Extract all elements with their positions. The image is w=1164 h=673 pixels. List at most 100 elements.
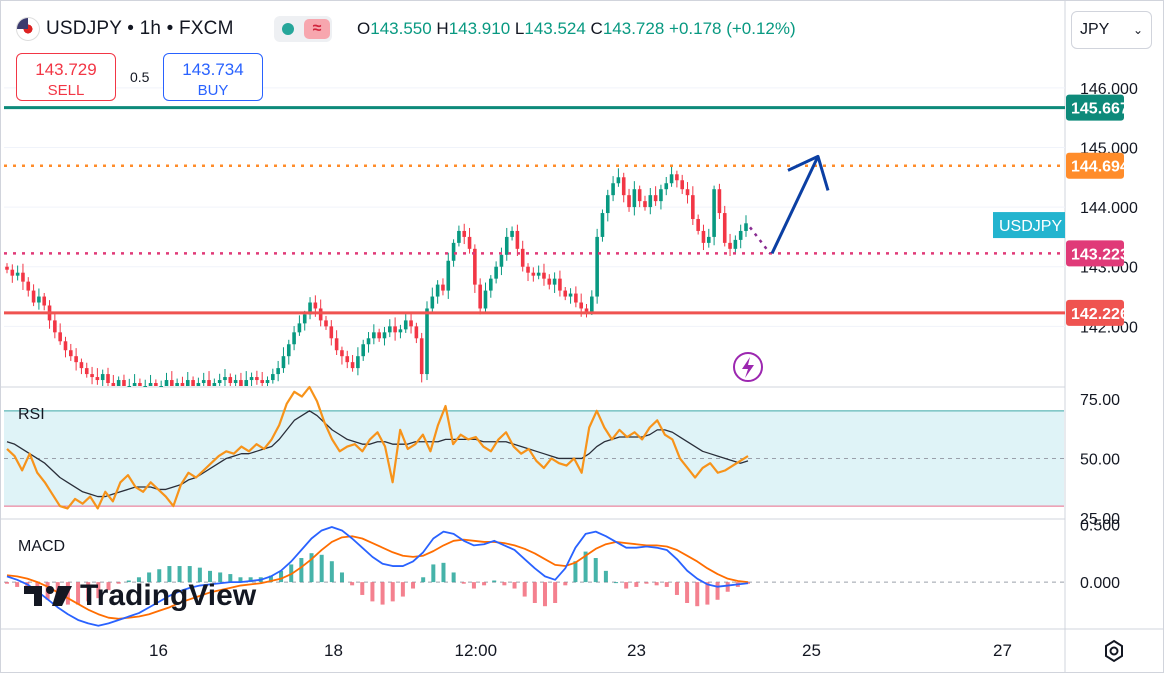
candle-body	[10, 269, 15, 276]
candle	[595, 228, 599, 304]
candle-body	[409, 320, 413, 327]
currency-select[interactable]: JPY ⌄	[1071, 11, 1152, 49]
candle-body	[542, 272, 546, 279]
candle	[79, 358, 84, 375]
macd-histogram-bar	[197, 567, 202, 583]
candle-body	[685, 189, 690, 196]
macd-histogram-bar	[136, 577, 141, 583]
level-tag-label-2: 143.223	[1071, 246, 1129, 263]
macd-histogram-bar	[492, 580, 497, 583]
macd-histogram-bar	[502, 582, 507, 586]
candle	[691, 186, 695, 225]
macd-histogram-bar	[299, 558, 304, 583]
ohlc-close: 143.728	[602, 19, 665, 38]
candle-body	[201, 380, 206, 384]
candle-body	[377, 332, 381, 339]
candle	[722, 205, 727, 247]
candle	[520, 240, 525, 272]
candle	[451, 239, 456, 267]
macd-histogram-bar	[715, 582, 720, 600]
candle-body	[297, 323, 302, 333]
candle-body	[499, 254, 504, 267]
candle-body	[600, 213, 605, 237]
candle-body	[738, 230, 743, 240]
candle-body	[382, 332, 387, 339]
spread-value: 0.5	[130, 69, 150, 85]
level-tag-3	[1066, 299, 1124, 326]
macd-histogram-bar	[654, 582, 659, 586]
candle	[334, 330, 339, 355]
macd-histogram-bar	[644, 582, 649, 584]
candle	[26, 277, 31, 297]
candle-body	[196, 383, 201, 386]
sell-button[interactable]: 143.729 SELL	[16, 53, 116, 101]
candle-body	[175, 383, 179, 386]
candle-body	[451, 242, 456, 261]
forecast-arrowhead	[787, 154, 830, 191]
candle-body	[403, 320, 408, 330]
candle	[627, 188, 631, 212]
macd-histogram-bar	[746, 582, 750, 584]
candle	[393, 317, 397, 341]
buy-button[interactable]: 143.734 BUY	[163, 53, 263, 101]
macd-histogram-bar	[96, 582, 101, 599]
macd-histogram-bar	[157, 569, 162, 583]
candle	[387, 319, 392, 338]
sell-label: SELL	[47, 82, 85, 99]
market-status-pill[interactable]: ≈	[274, 16, 332, 42]
candle	[744, 215, 748, 237]
candle-body	[95, 377, 100, 381]
candle	[196, 377, 201, 386]
macd-histogram-bar	[177, 566, 182, 583]
candle-body	[212, 383, 217, 386]
candle-body	[526, 266, 530, 273]
market-open-dot-icon	[282, 23, 294, 35]
candle	[382, 326, 387, 346]
candle	[116, 376, 121, 386]
candle	[159, 380, 163, 387]
candle	[398, 324, 403, 339]
macd-histogram-bar	[685, 582, 690, 603]
candle	[297, 315, 302, 336]
candle	[154, 379, 158, 386]
symbol-tag-label: USDJPY	[999, 218, 1062, 235]
candle	[425, 301, 429, 381]
price-tick-label: 146.000	[1080, 81, 1138, 98]
rsi-tick-label: 75.00	[1080, 392, 1120, 409]
macd-histogram-bar	[705, 582, 710, 605]
candle	[122, 374, 126, 386]
macd-histogram-bar	[329, 561, 334, 583]
candle-body	[37, 296, 41, 303]
candle-body	[159, 386, 163, 387]
forecast-dotted-path	[749, 226, 771, 255]
candle-body	[701, 230, 706, 243]
candle	[717, 183, 722, 220]
macd-histogram-bar	[553, 582, 558, 603]
chart-settings-icon[interactable]	[1101, 638, 1127, 664]
candle-body	[26, 281, 31, 291]
macd-histogram-bar	[512, 582, 517, 589]
candle-body	[154, 383, 158, 386]
macd-histogram-bar	[147, 572, 152, 583]
candle	[637, 185, 642, 208]
candle	[568, 288, 573, 304]
macd-histogram-bar	[624, 582, 629, 589]
candle-body	[568, 293, 573, 297]
candle-body	[68, 350, 73, 357]
candle-body	[531, 272, 536, 276]
candle-body	[180, 383, 185, 386]
candle	[53, 313, 57, 339]
candle-body	[21, 272, 25, 282]
candle-body	[611, 183, 615, 196]
macd-histogram-bar	[542, 582, 547, 607]
currency-label: JPY	[1080, 21, 1110, 38]
candle	[457, 225, 461, 247]
macd-histogram-bar	[695, 582, 700, 607]
candle	[563, 287, 568, 301]
candle	[276, 360, 280, 382]
symbol-title[interactable]: USDJPY • 1h • FXCM	[16, 17, 234, 41]
candle	[600, 209, 605, 242]
candle	[542, 263, 546, 286]
candle-body	[372, 332, 376, 339]
